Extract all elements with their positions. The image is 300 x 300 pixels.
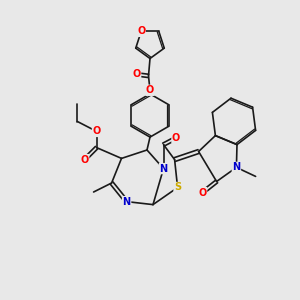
Text: N: N (232, 162, 241, 172)
Text: S: S (174, 182, 181, 193)
Text: O: O (172, 133, 180, 143)
Text: O: O (80, 154, 89, 165)
Text: O: O (146, 85, 154, 95)
Text: O: O (137, 26, 145, 36)
Text: O: O (198, 188, 207, 198)
Text: N: N (122, 196, 131, 207)
Text: O: O (132, 69, 141, 80)
Text: O: O (92, 126, 101, 136)
Text: N: N (159, 164, 168, 174)
